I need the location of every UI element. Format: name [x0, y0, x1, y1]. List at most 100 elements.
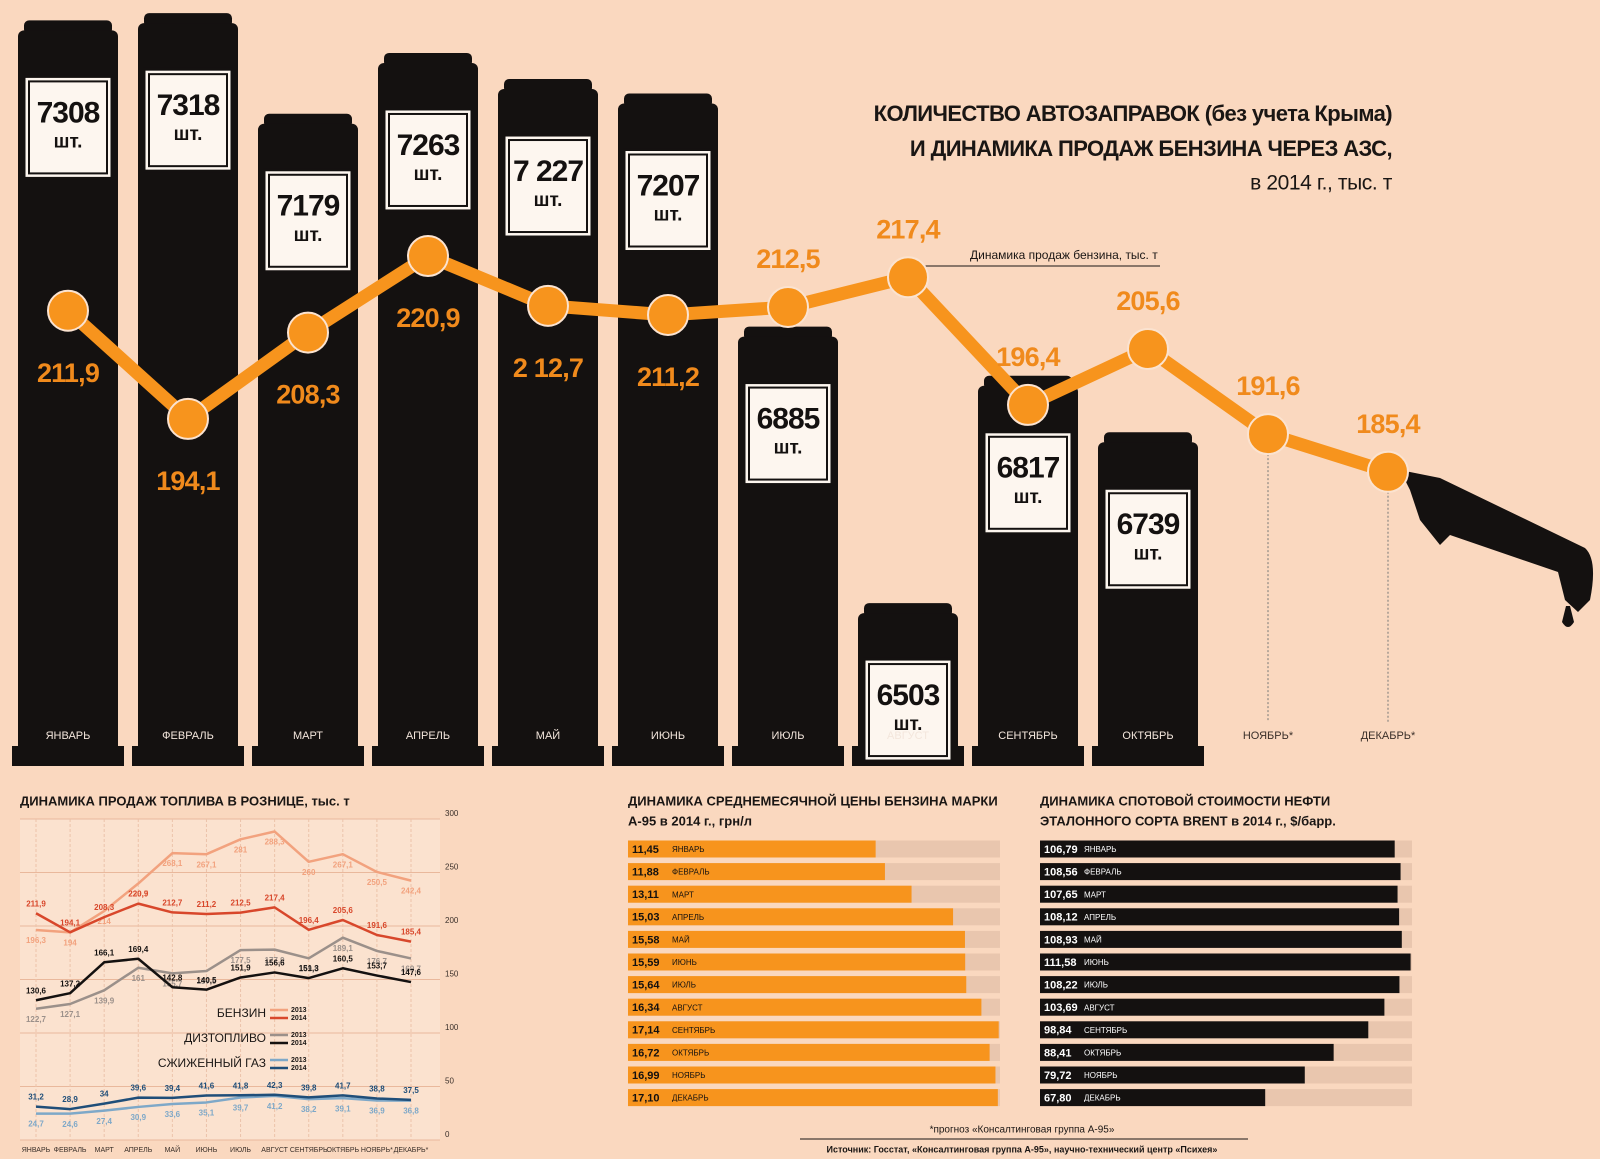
point-value-label: 140,5 — [196, 976, 217, 985]
y-tick-label: 150 — [445, 970, 459, 979]
point-value-label: 220,9 — [128, 890, 149, 899]
point-value-label: 212,5 — [756, 244, 820, 274]
bar — [1040, 930, 1402, 948]
bar-value-label: 7179 — [277, 190, 340, 223]
point-value-label: 41,8 — [233, 1081, 249, 1090]
x-tick-label: АВГУСТ — [887, 730, 929, 742]
point-value-label: 205,6 — [333, 906, 354, 915]
series-line — [35, 1094, 412, 1115]
point-value-label: 212,7 — [162, 899, 183, 908]
x-tick-label: ФЕВРАЛЬ — [162, 730, 214, 742]
point-value-label: 242,4 — [401, 887, 422, 896]
bar-unit-label: шт. — [294, 225, 323, 246]
point-value-label: 151,3 — [299, 964, 320, 973]
bar — [258, 123, 358, 761]
display-frame — [1108, 492, 1188, 587]
display — [22, 74, 114, 180]
bar-value-label: 108,56 — [1044, 867, 1078, 879]
display-frame — [988, 435, 1068, 530]
bar-value-label: 15,03 — [632, 912, 660, 924]
bar — [1040, 953, 1411, 971]
series-line — [35, 902, 412, 943]
point-value-label: 24,6 — [62, 1120, 78, 1129]
point-value-label: 156,6 — [265, 959, 286, 968]
bar-unit-label: шт. — [534, 190, 563, 211]
series-line — [35, 1093, 412, 1111]
bar-value-label: 15,64 — [632, 980, 660, 992]
bar-unit-label: шт. — [774, 438, 803, 459]
bar-unit-label: шт. — [894, 714, 923, 735]
point-value-label: 33,6 — [165, 1110, 181, 1119]
x-tick-label: СЕНТЯБРЬ — [998, 730, 1057, 742]
footnote: *прогноз «Консалтинговая группа А-95» — [930, 1125, 1115, 1136]
display — [982, 430, 1074, 536]
point-value-label: 211,9 — [26, 899, 46, 908]
y-tick-label: МАЙ — [672, 936, 690, 945]
source: Источник: Госстат, «Консалтинговая групп… — [827, 1144, 1218, 1154]
y-tick-label: СЕНТЯБРЬ — [1084, 1026, 1127, 1035]
x-tick-label: ДЕКАБРЬ* — [1361, 730, 1416, 742]
point-value-label: 185,4 — [401, 928, 422, 937]
x-tick-label: АПРЕЛЬ — [124, 1147, 153, 1154]
bar — [628, 908, 954, 926]
point-value-label: 39,6 — [130, 1084, 146, 1093]
bar — [498, 89, 598, 761]
point-value-label: 217,4 — [876, 214, 940, 244]
series-line — [35, 957, 412, 1002]
nozzle-drop — [1562, 606, 1574, 627]
display — [142, 67, 234, 173]
x-tick-label: ОКТЯБРЬ — [1122, 730, 1173, 742]
chart-title: ДИНАМИКА СПОТОВОЙ СТОИМОСТИ НЕФТИ — [1040, 793, 1330, 808]
bar-value-label: 13,11 — [632, 889, 659, 901]
point-value-label: 239,7 — [128, 890, 149, 899]
bar-value-label: 108,93 — [1044, 934, 1078, 946]
series-line — [35, 830, 412, 934]
point — [1127, 327, 1169, 370]
point-value-label: 220,9 — [396, 303, 460, 333]
bar-value-label: 6503 — [877, 679, 940, 712]
point-value-label: 169,8 — [299, 964, 320, 973]
y-tick-label: АВГУСТ — [1084, 1003, 1115, 1012]
bar-unit-label: шт. — [1134, 543, 1163, 564]
point-value-label: 34 — [100, 1090, 109, 1099]
y-tick-label: ИЮНЬ — [1084, 958, 1109, 967]
bar-value-label: 7263 — [397, 129, 460, 162]
chart-title: ЭТАЛОННОГО СОРТА BRENT в 2014 г., $/барр… — [1040, 813, 1336, 828]
legend-label: 2013 — [291, 1007, 307, 1014]
point-value-label: 250,5 — [367, 878, 388, 887]
point-value-label: 137,2 — [60, 979, 81, 988]
display-frame — [388, 112, 468, 207]
display — [382, 107, 474, 213]
point-value-label: 130,6 — [26, 986, 47, 995]
bar-value-label: 15,58 — [632, 934, 660, 946]
point — [287, 311, 329, 354]
y-tick-label: НОЯБРЬ — [672, 1071, 705, 1080]
point-value-label: 177,5 — [231, 956, 252, 965]
point — [1367, 450, 1409, 493]
display-frame — [748, 386, 828, 481]
point-value-label: 191,6 — [367, 921, 388, 930]
point-value-label: 24,7 — [28, 1120, 44, 1129]
point-value-label: 196,4 — [299, 916, 320, 925]
chart-title: ДИНАМИКА ПРОДАЖ ТОПЛИВА В РОЗНИЦЕ, тыс. … — [20, 793, 350, 808]
bar-unit-label: шт. — [174, 124, 203, 145]
point-value-label: 169,7 — [401, 965, 422, 974]
point-value-label: 39,4 — [165, 1084, 181, 1093]
point-value-label: 196,4 — [996, 342, 1060, 372]
bar-value-label: 6885 — [757, 402, 820, 435]
bar — [378, 62, 478, 760]
bar-value-label: 7308 — [37, 96, 100, 129]
point-value-label: 288,3 — [265, 838, 286, 847]
point-value-label: 177,9 — [265, 956, 286, 965]
bar-value-label: 67,80 — [1044, 1093, 1072, 1105]
bar-value-label: 16,72 — [632, 1047, 660, 1059]
x-tick-label: ИЮНЬ — [196, 1147, 218, 1154]
bar-value-label: 98,84 — [1044, 1025, 1072, 1037]
point-value-label: 211,2 — [637, 362, 699, 392]
bar — [618, 103, 718, 760]
point — [1007, 383, 1049, 426]
y-tick-label: ФЕВРАЛЬ — [1084, 868, 1122, 877]
point-value-label: 194,1 — [156, 466, 220, 496]
display — [262, 168, 354, 274]
point-value-label: 268,1 — [162, 859, 183, 868]
